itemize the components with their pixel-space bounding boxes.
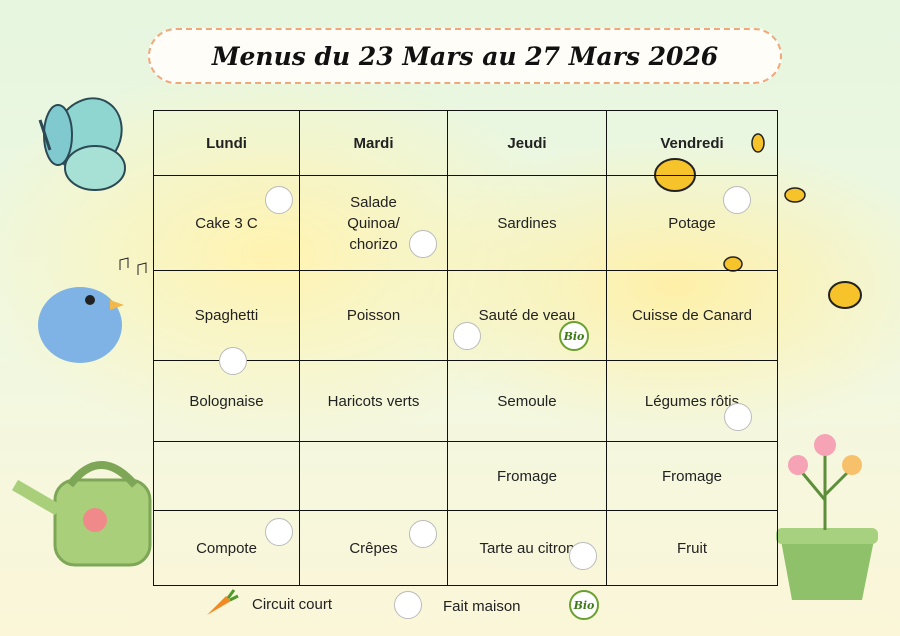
fait-maison-badge [569, 542, 597, 570]
bio-badge: Bio [569, 590, 599, 620]
bird [38, 257, 147, 363]
legend-label: Fait maison [443, 598, 521, 615]
fait-maison-badge [724, 403, 752, 431]
menu-cell: Fromage [606, 441, 778, 511]
fait-maison-badge [394, 591, 422, 619]
bees [654, 133, 862, 309]
menu-cell: Sardines [447, 175, 607, 271]
menu-cell: Haricots verts [299, 360, 448, 442]
column-header: Lundi [153, 110, 300, 176]
bio-badge: Bio [559, 321, 589, 351]
menu-cell: Fromage [447, 441, 607, 511]
butterfly [38, 97, 126, 191]
flower-pot [776, 434, 878, 600]
watering-can [11, 461, 152, 567]
fait-maison-badge [265, 186, 293, 214]
menu-cell: Cuisse de Canard [606, 270, 778, 361]
fait-maison-badge [219, 347, 247, 375]
fait-maison-badge [453, 322, 481, 350]
fait-maison-badge [409, 230, 437, 258]
carrot-icon [207, 589, 239, 615]
menu-cell: Fruit [606, 510, 778, 586]
legend-label: Circuit court [252, 596, 333, 613]
menu-table: Lundi Mardi Jeudi Vendredi Cake 3 C Salade Qu… [153, 110, 778, 586]
fait-maison-badge [723, 186, 751, 214]
title: Menus du 23 Mars au 27 Mars 2026 [148, 28, 782, 84]
column-header: Mardi [299, 110, 448, 176]
menu-cell: Semoule [447, 360, 607, 442]
fait-maison-badge [409, 520, 437, 548]
menu-cell: Légumes rôtis [606, 360, 778, 442]
column-header: Vendredi [606, 110, 778, 176]
fait-maison-badge [265, 518, 293, 546]
menu-cell [299, 441, 448, 511]
menu-cell: Potage [606, 175, 778, 271]
menu-cell: Poisson [299, 270, 448, 361]
column-header: Jeudi [447, 110, 607, 176]
menu-cell [153, 441, 300, 511]
